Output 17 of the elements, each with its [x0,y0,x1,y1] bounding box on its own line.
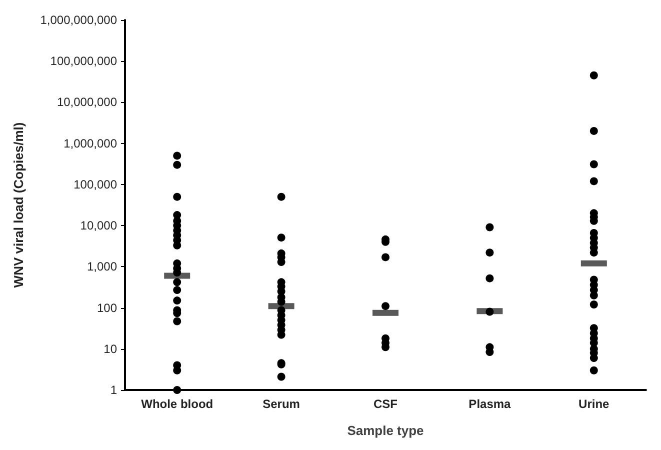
y-tick-label: 10 [104,342,118,356]
y-tick-label: 1,000 [86,260,118,274]
y-tick-label: 1 [110,383,118,397]
x-tick-label: CSF [374,397,398,411]
y-tick-label: 100,000 [74,177,118,192]
x-tick-label: Serum [262,397,300,411]
x-axis-title: Sample type [347,423,424,438]
x-tick-label: Whole blood [141,397,214,411]
y-tick-label: 100,000,000 [50,54,118,68]
y-tick-label: 10,000,000 [56,95,118,110]
x-tick-label: Plasma [468,397,512,411]
y-tick-label: 100 [96,300,118,315]
x-tick-label: Urine [578,397,610,411]
y-tick-label: 1,000,000,000 [40,13,118,27]
y-axis-title: WNV viral load (Copies/ml) [11,122,26,288]
y-tick-label: 1,000,000 [64,136,118,150]
y-tick-label: 10,000 [80,218,118,233]
